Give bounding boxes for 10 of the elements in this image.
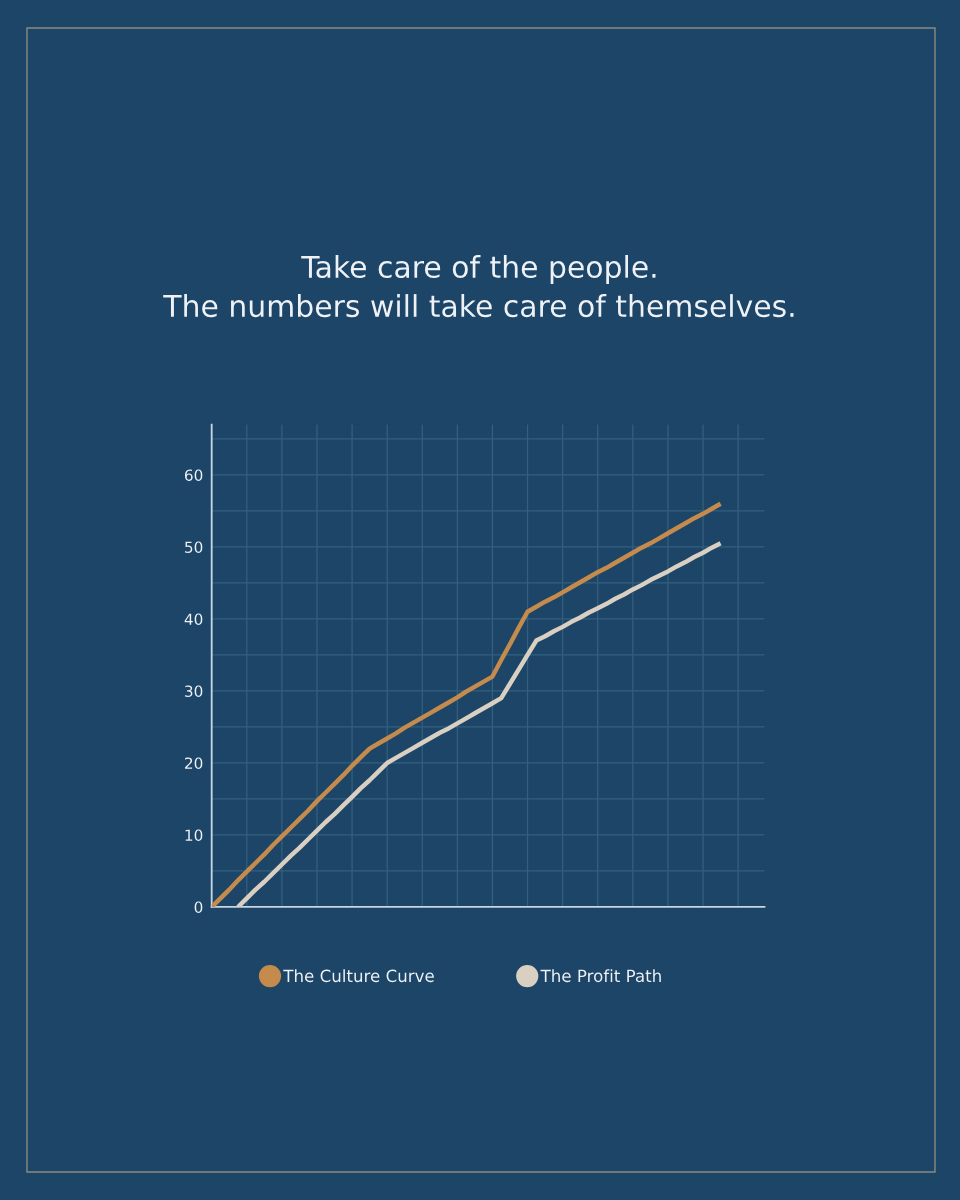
legend-label: The Culture Curve [283, 969, 434, 983]
y-tick-label: 30 [185, 685, 203, 697]
y-tick-label: 10 [185, 829, 203, 841]
legend-label: The Profit Path [540, 969, 661, 983]
y-tick-label: 40 [184, 613, 203, 625]
y-tick-label: 60 [184, 469, 203, 481]
y-tick-label: 50 [185, 541, 203, 553]
chart-title: Take care of the people. The numbers will take care of themselves. [163, 254, 794, 318]
y-tick-label: 0 [194, 901, 203, 913]
y-tick-label: 20 [185, 757, 203, 769]
